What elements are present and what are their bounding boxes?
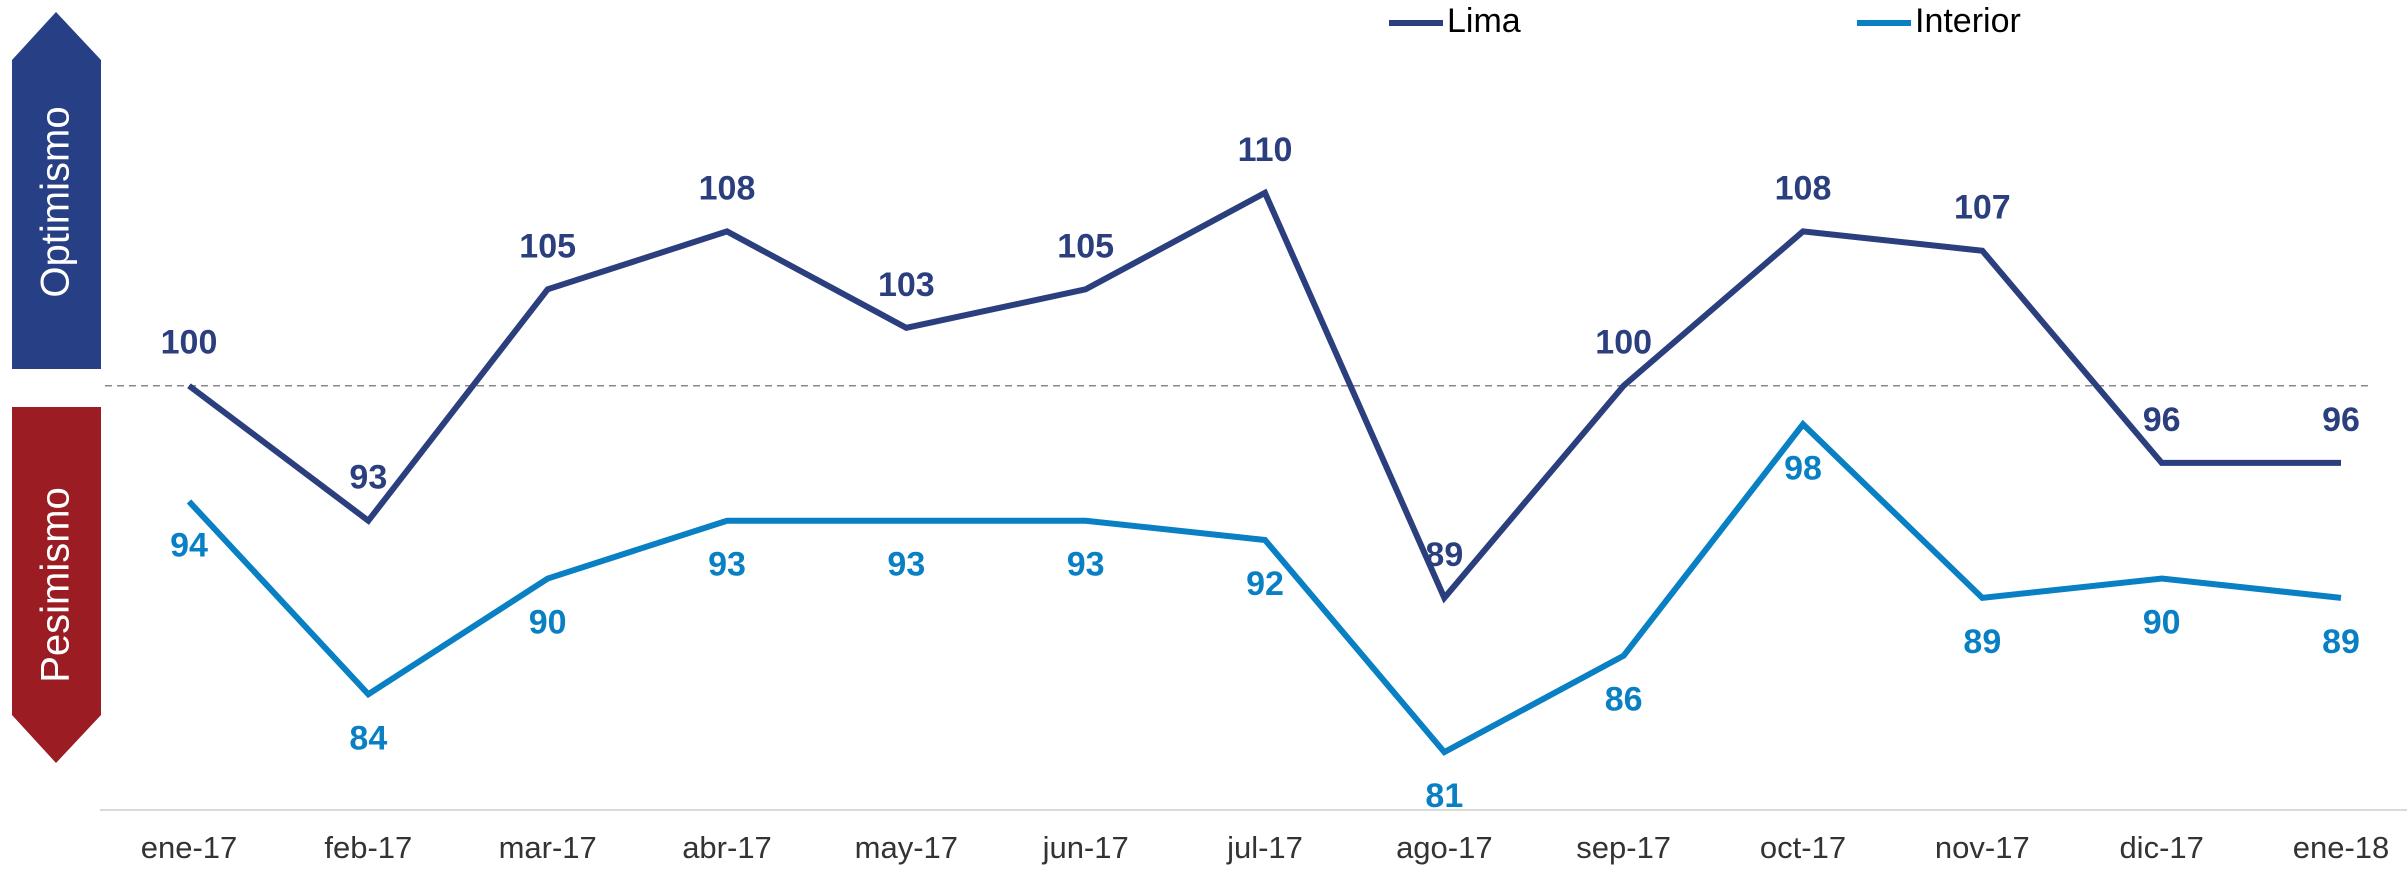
optimism-banner xyxy=(12,12,101,369)
x-tick-label: feb-17 xyxy=(324,830,412,865)
data-label: 100 xyxy=(161,324,218,362)
data-label: 93 xyxy=(708,546,746,584)
x-tick-label: ene-17 xyxy=(141,830,238,865)
x-tick-label: jun-17 xyxy=(1042,830,1129,865)
data-label: 96 xyxy=(2143,401,2181,439)
pessimism-banner xyxy=(12,407,101,763)
optimism-label: Optimismo xyxy=(34,106,78,297)
data-label: 96 xyxy=(2322,401,2360,439)
legend-label: Interior xyxy=(1915,2,2021,40)
x-tick-label: jul-17 xyxy=(1226,830,1303,865)
data-label: 84 xyxy=(349,719,387,757)
data-label: 105 xyxy=(519,227,576,265)
series-line xyxy=(186,419,2342,756)
data-label: 90 xyxy=(2143,604,2181,642)
data-label: 92 xyxy=(1246,565,1284,603)
data-label: 108 xyxy=(699,169,756,207)
data-label: 94 xyxy=(170,526,208,564)
data-label: 93 xyxy=(349,459,387,497)
legend-label: Lima xyxy=(1447,2,1521,40)
data-label: 100 xyxy=(1595,324,1652,362)
x-tick-label: may-17 xyxy=(855,830,958,865)
data-label: 86 xyxy=(1605,681,1643,719)
x-tick-label: mar-17 xyxy=(499,830,597,865)
data-label: 105 xyxy=(1057,227,1114,265)
data-label: 89 xyxy=(1963,623,2001,661)
x-tick-label: ago-17 xyxy=(1396,830,1493,865)
data-label: 103 xyxy=(878,266,935,304)
x-tick-label: nov-17 xyxy=(1935,830,2030,865)
data-label: 98 xyxy=(1784,449,1822,487)
x-tick-label: dic-17 xyxy=(2119,830,2203,865)
pessimism-label: Pesimismo xyxy=(34,487,78,683)
data-label: 89 xyxy=(1425,536,1463,574)
x-tick-label: abr-17 xyxy=(682,830,772,865)
data-label: 107 xyxy=(1954,189,2011,227)
data-label: 93 xyxy=(887,546,925,584)
data-label: 93 xyxy=(1067,546,1105,584)
series-line xyxy=(187,188,2341,604)
data-label: 110 xyxy=(1238,131,1293,169)
x-tick-label: sep-17 xyxy=(1576,830,1671,865)
data-label: 108 xyxy=(1775,169,1832,207)
x-tick-label: ene-18 xyxy=(2293,830,2390,865)
data-label: 89 xyxy=(2322,623,2360,661)
data-label: 81 xyxy=(1425,777,1463,815)
data-label: 90 xyxy=(529,604,567,642)
x-tick-label: oct-17 xyxy=(1760,830,1846,865)
